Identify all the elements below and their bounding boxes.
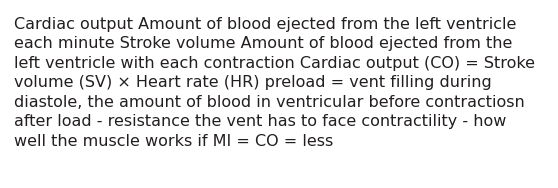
Text: Cardiac output Amount of blood ejected from the left ventricle
each minute Strok: Cardiac output Amount of blood ejected f… xyxy=(14,17,535,149)
